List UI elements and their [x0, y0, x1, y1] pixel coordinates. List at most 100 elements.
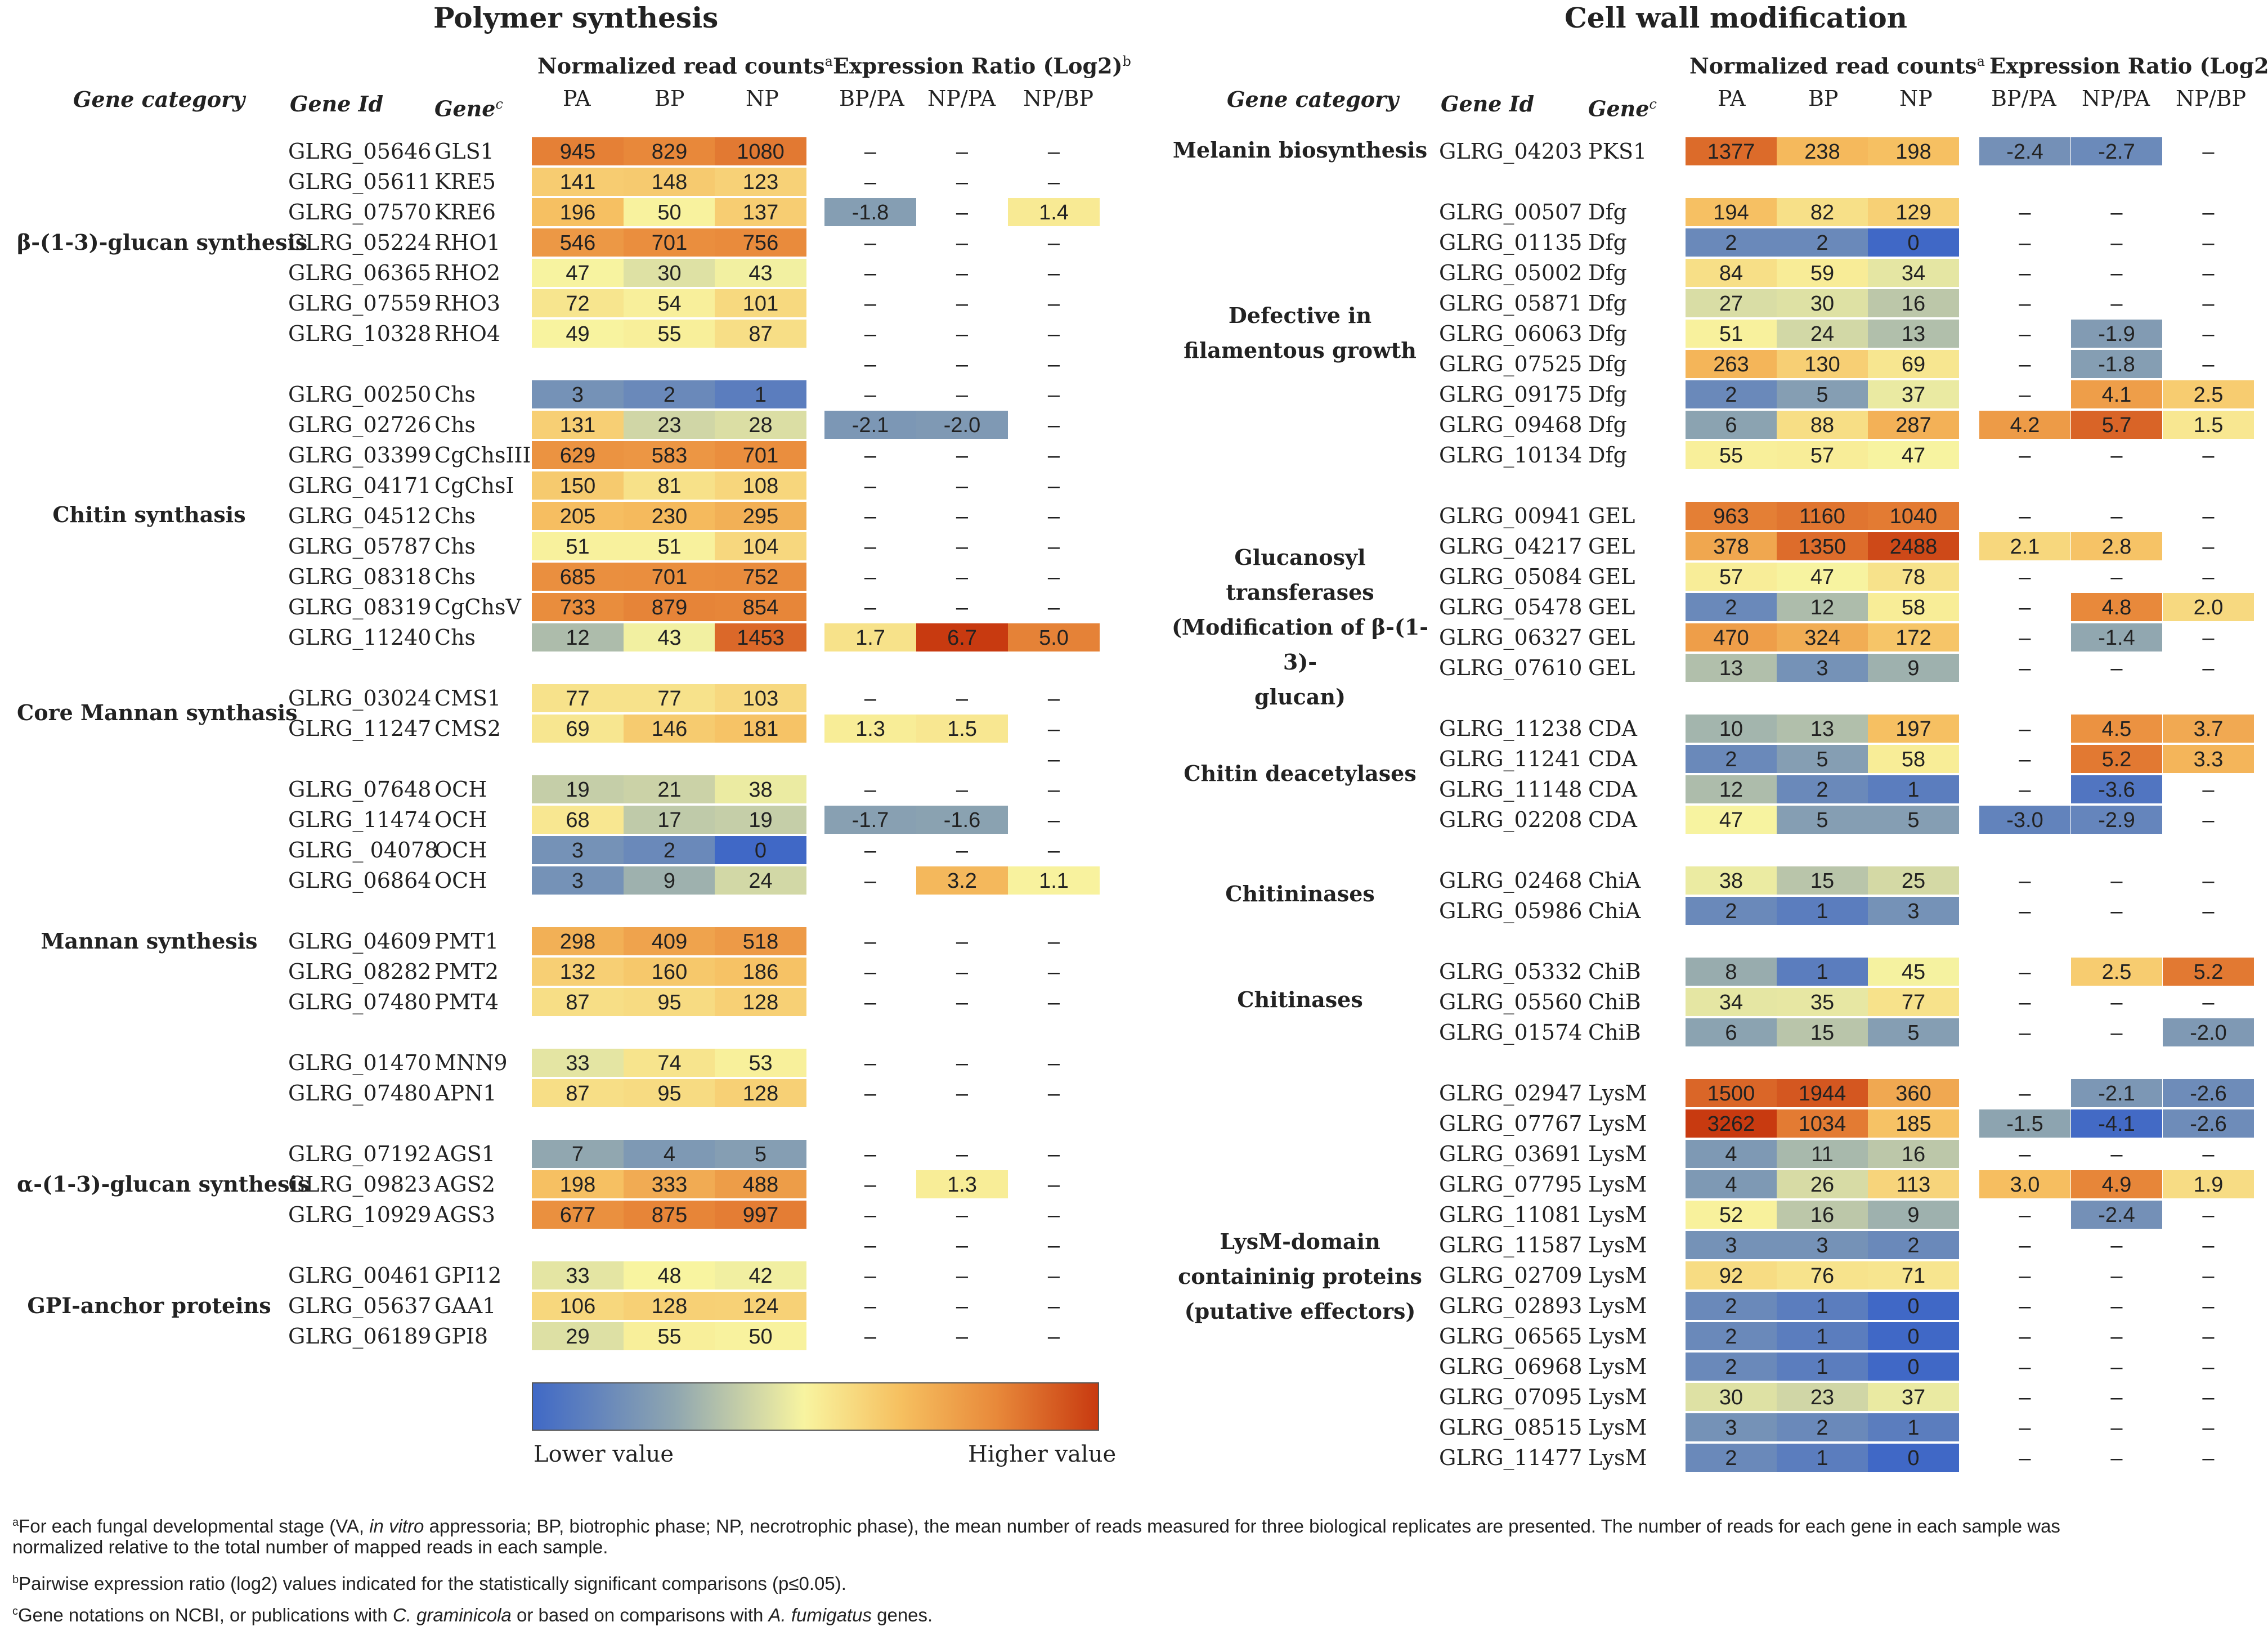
ratio-cell-r2: –	[2110, 444, 2123, 468]
count-cell-bp: 879	[624, 593, 715, 621]
ratio-cell-r2: –	[2110, 292, 2123, 316]
gene-name-cell: LysM	[1588, 1081, 1647, 1106]
gene-id-cell: GLRG_11474	[288, 807, 432, 832]
gene-id-cell: GLRG_00461	[288, 1263, 432, 1288]
count-cell-bp: 13	[1777, 715, 1868, 743]
left-category-label: α-(1-3)-glucan synthesis	[17, 1171, 310, 1197]
count-cell-pa: 198	[532, 1170, 624, 1198]
count-cell-np: 360	[1868, 1079, 1959, 1107]
count-cell-bp: 82	[1777, 198, 1868, 226]
ratio-cell-r1: –	[864, 262, 877, 285]
ratio-cell-r1: –	[864, 869, 877, 893]
ratio-cell-r2: –	[956, 1082, 969, 1106]
count-cell-np: 43	[715, 259, 806, 287]
count-cell-pa: 2	[1686, 593, 1777, 621]
ratio-cell-r2: –	[2110, 1446, 2123, 1470]
gene-id-cell: GLRG_06565	[1439, 1324, 1583, 1349]
ratio-cell-r1: –	[2019, 1446, 2031, 1470]
ratio-cell-r3: –	[2202, 565, 2215, 589]
count-cell-np: 53	[715, 1049, 806, 1077]
count-cell-pa: 29	[532, 1322, 624, 1350]
ratio-cell-r2: –	[2110, 657, 2123, 680]
ratio-cell-r2: 1.5	[916, 715, 1008, 743]
count-cell-pa: 2	[1686, 1322, 1777, 1350]
ratio-cell-r1: -2.1	[824, 411, 916, 439]
count-cell-np: 137	[715, 198, 806, 226]
count-cell-np: 181	[715, 715, 806, 743]
gene-id-cell: GLRG_07648	[288, 777, 432, 802]
gene-id-cell: GLRG_04203	[1439, 139, 1583, 164]
ratio-cell-r2: 4.1	[2071, 380, 2162, 408]
gene-name-cell: OCH	[434, 838, 487, 862]
count-cell-pa: 4	[1686, 1140, 1777, 1168]
gene-id-cell: GLRG_03691	[1439, 1142, 1583, 1166]
count-cell-pa: 3	[532, 380, 624, 408]
gene-name-cell: LysM	[1588, 1385, 1647, 1409]
gene-name-cell: Dfg	[1588, 412, 1627, 437]
count-cell-bp: 875	[624, 1201, 715, 1229]
count-cell-bp: 1	[1777, 1353, 1868, 1381]
ratio-cell-r1: –	[864, 1295, 877, 1318]
ratio-cell-r3: –	[2202, 1355, 2215, 1379]
gene-id-cell: GLRG_03399	[288, 443, 432, 468]
count-cell-bp: 59	[1777, 259, 1868, 287]
count-cell-pa: 2	[1686, 228, 1777, 257]
gene-id-cell: GLRG_ 04078	[288, 838, 438, 862]
ratio-cell-r2: –	[956, 839, 969, 862]
ratio-cell-r2: –	[2110, 505, 2123, 528]
left-gene-id-header: Gene Id	[290, 91, 384, 116]
count-cell-bp: 23	[624, 411, 715, 439]
count-cell-pa: 3262	[1686, 1109, 1777, 1138]
count-cell-pa	[532, 350, 624, 378]
gene-id-cell: GLRG_09468	[1439, 412, 1583, 437]
ratio-cell-r1: –	[864, 1264, 877, 1288]
ratio-cell-r2: –	[956, 1264, 969, 1288]
count-cell-bp: 2	[1777, 1413, 1868, 1441]
gene-name-cell: LysM	[1588, 1172, 1647, 1197]
gene-name-cell: GEL	[1588, 655, 1635, 680]
ratio-cell-r2: –	[2110, 1295, 2123, 1318]
ratio-cell-r3: –	[1047, 717, 1060, 741]
ratio-cell-r1: –	[2019, 1355, 2031, 1379]
ratio-cell-r1: -2.4	[1979, 137, 2070, 165]
gene-name-cell: RHO4	[434, 321, 501, 346]
count-cell-np: 104	[715, 532, 806, 560]
count-cell-bp: 55	[624, 320, 715, 348]
gene-name-cell: GEL	[1588, 625, 1635, 650]
count-cell-bp: 26	[1777, 1170, 1868, 1198]
ratio-cell-r3: –	[1047, 140, 1060, 164]
ratio-cell-r1: –	[2019, 565, 2031, 589]
ratio-cell-r2: –	[2110, 565, 2123, 589]
scale-lower-label: Lower value	[534, 1441, 674, 1467]
count-cell-bp: 1	[1777, 897, 1868, 925]
gene-name-cell: OCH	[434, 777, 487, 802]
count-cell-np: 124	[715, 1292, 806, 1320]
gene-id-cell: GLRG_07525	[1439, 352, 1583, 376]
count-cell-pa: 52	[1686, 1201, 1777, 1229]
count-cell-pa: 12	[532, 623, 624, 651]
gene-id-cell: GLRG_05787	[288, 534, 432, 559]
count-cell-bp: 701	[624, 228, 715, 257]
left-category-label: Mannan synthesis	[41, 928, 258, 954]
ratio-cell-r1: –	[2019, 869, 2031, 893]
ratio-cell-r3: –	[2202, 778, 2215, 802]
gene-id-cell: GLRG_06063	[1439, 321, 1583, 346]
count-cell-pa: 677	[532, 1201, 624, 1229]
gene-id-cell: GLRG_01135	[1439, 230, 1583, 255]
count-cell-np	[715, 1231, 806, 1259]
count-cell-np: 488	[715, 1170, 806, 1198]
gene-id-cell: GLRG_02726	[288, 412, 432, 437]
color-scale-bar	[532, 1382, 1099, 1431]
gene-id-cell: GLRG_00507	[1439, 200, 1583, 224]
gene-name-cell: PMT1	[434, 929, 499, 954]
gene-id-cell: GLRG_05646	[288, 139, 432, 164]
count-cell-bp: 1160	[1777, 502, 1868, 530]
ratio-cell-r3: –	[2202, 1446, 2215, 1470]
ratio-cell-r2: –	[956, 262, 969, 285]
ratio-cell-r1: 1.7	[824, 623, 916, 651]
gene-name-cell: Dfg	[1588, 291, 1627, 316]
count-cell-np: 0	[1868, 228, 1959, 257]
footnote-a-cont: normalized relative to the total number …	[12, 1536, 608, 1557]
ratio-cell-r3: –	[2202, 808, 2215, 832]
ratio-cell-r3: 3.7	[2163, 715, 2254, 743]
